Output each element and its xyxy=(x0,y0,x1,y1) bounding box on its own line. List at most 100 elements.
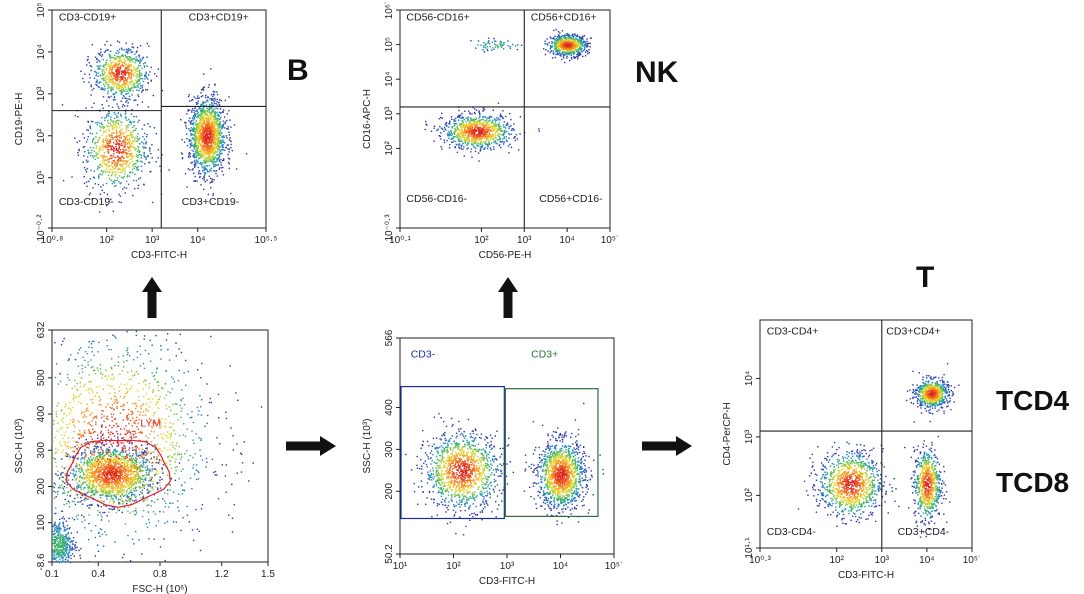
event-dot xyxy=(502,134,504,136)
event-dot xyxy=(206,165,209,167)
event-dot xyxy=(144,74,146,76)
event-dot xyxy=(97,167,100,169)
event-dot xyxy=(139,477,141,479)
event-dot xyxy=(216,146,218,148)
event-dot xyxy=(223,158,225,160)
event-dot xyxy=(196,116,198,118)
event-dot xyxy=(106,114,108,116)
event-dot xyxy=(197,147,199,149)
event-dot xyxy=(505,139,508,141)
event-dot xyxy=(129,71,131,74)
event-dot xyxy=(216,121,218,123)
event-dot xyxy=(452,136,455,138)
event-dot xyxy=(208,154,210,157)
event-dot xyxy=(199,110,202,112)
event-dot xyxy=(88,194,91,196)
event-dot xyxy=(216,131,218,133)
event-dot xyxy=(566,55,568,57)
event-dot xyxy=(99,164,102,167)
event-dot xyxy=(132,156,134,158)
event-dot xyxy=(129,82,131,84)
event-dot xyxy=(457,128,459,130)
event-dot xyxy=(133,67,135,69)
event-dot xyxy=(493,40,496,42)
event-dot xyxy=(217,131,219,133)
event-dot xyxy=(199,107,201,110)
event-dot xyxy=(107,92,109,95)
event-dot xyxy=(462,133,464,135)
event-dot xyxy=(465,132,467,135)
event-dot xyxy=(93,177,96,179)
event-dot xyxy=(209,119,211,121)
event-dot xyxy=(84,73,86,75)
event-dot xyxy=(223,142,226,144)
event-dot xyxy=(472,118,475,121)
event-dot xyxy=(576,55,578,58)
event-dot xyxy=(218,131,220,134)
event-dot xyxy=(132,164,134,166)
event-dot xyxy=(107,84,109,87)
event-dot xyxy=(582,35,584,37)
event-dot xyxy=(83,81,85,83)
event-dot xyxy=(112,56,114,59)
event-dot xyxy=(193,126,195,129)
event-dot xyxy=(478,131,481,133)
event-dot xyxy=(131,80,133,82)
event-dot xyxy=(578,54,580,56)
event-dot xyxy=(119,131,121,133)
event-dot xyxy=(184,121,186,124)
event-dot xyxy=(105,115,108,118)
event-dot xyxy=(115,132,118,135)
event-dot xyxy=(185,125,187,127)
event-dot xyxy=(145,75,147,77)
event-dot xyxy=(112,210,114,212)
event-dot xyxy=(137,468,139,470)
event-dot xyxy=(219,123,222,125)
event-dot xyxy=(143,132,146,135)
event-dot xyxy=(450,116,453,118)
event-dot xyxy=(94,70,96,73)
event-dot xyxy=(124,110,127,113)
event-dot xyxy=(202,140,205,143)
event-dot xyxy=(90,471,92,473)
event-dot xyxy=(113,64,116,67)
event-dot xyxy=(116,151,118,154)
event-dot xyxy=(195,124,197,126)
event-dot xyxy=(117,155,119,157)
event-dot xyxy=(500,41,503,43)
event-dot xyxy=(140,157,142,159)
event-dot xyxy=(202,178,204,180)
event-dot xyxy=(484,126,486,128)
event-dot xyxy=(206,96,209,98)
event-dot xyxy=(208,129,210,131)
event-dot xyxy=(222,126,224,129)
event-dot xyxy=(475,147,477,149)
event-dot xyxy=(556,36,558,38)
event-dot xyxy=(118,62,121,65)
event-dot xyxy=(120,76,122,78)
event-dot xyxy=(106,78,108,81)
event-dot xyxy=(484,142,486,145)
event-dot xyxy=(214,113,216,115)
event-dot xyxy=(195,115,197,118)
event-dot xyxy=(481,145,483,147)
event-dot xyxy=(454,147,456,149)
event-dot xyxy=(124,78,127,80)
event-dot xyxy=(222,174,225,176)
event-dot xyxy=(91,141,94,143)
event-dot xyxy=(210,93,213,96)
event-dot xyxy=(131,70,133,72)
event-dot xyxy=(98,146,101,148)
event-dot xyxy=(496,125,498,127)
event-dot xyxy=(210,124,213,126)
event-dot xyxy=(119,68,121,71)
event-dot xyxy=(117,161,120,163)
event-dot xyxy=(473,146,475,148)
event-dot xyxy=(214,160,216,163)
event-dot xyxy=(550,45,552,47)
event-dot xyxy=(190,140,192,142)
event-dot xyxy=(202,132,205,134)
event-dot xyxy=(497,129,499,131)
event-dot xyxy=(570,56,573,59)
event-dot xyxy=(226,137,228,139)
